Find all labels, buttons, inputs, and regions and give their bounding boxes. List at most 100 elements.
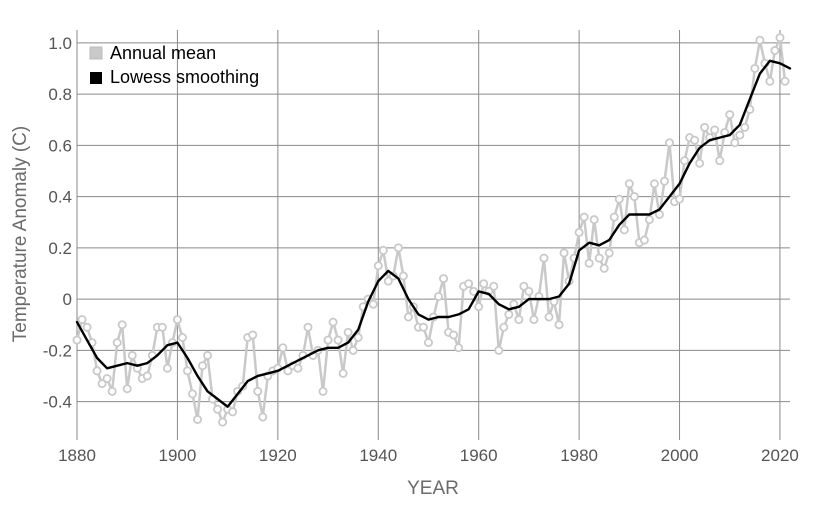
annual-mean-point xyxy=(418,322,428,332)
annual-mean-point xyxy=(112,338,122,348)
annual-mean-point xyxy=(218,417,228,427)
annual-mean-point xyxy=(72,335,82,345)
legend: Annual mean Lowess smoothing xyxy=(89,43,259,87)
annual-mean-point xyxy=(519,281,529,291)
annual-mean-point xyxy=(474,302,484,312)
annual-mean-point xyxy=(750,63,760,73)
annual-mean-point xyxy=(293,363,303,373)
x-tick-label: 1940 xyxy=(359,446,397,465)
annual-mean-point xyxy=(213,404,223,414)
x-tick-label: 1900 xyxy=(159,446,197,465)
annual-mean-point xyxy=(710,125,720,135)
annual-mean-point xyxy=(614,194,624,204)
annual-mean-point xyxy=(675,194,685,204)
annual-mean-point xyxy=(695,158,705,168)
annual-mean-point xyxy=(258,412,268,422)
y-tick-label: 0.4 xyxy=(48,188,72,207)
lowess-line xyxy=(75,59,792,408)
annual-mean-point xyxy=(283,366,293,376)
annual-mean-point xyxy=(203,350,213,360)
annual-mean-point xyxy=(403,312,413,322)
annual-mean-point xyxy=(715,156,725,166)
annual-mean-point xyxy=(348,345,358,355)
annual-mean-point xyxy=(654,209,664,219)
annual-mean-point xyxy=(398,271,408,281)
annual-mean-line xyxy=(75,36,787,424)
annual-mean-point xyxy=(127,350,137,360)
annual-mean-point xyxy=(77,315,87,325)
annual-mean-point xyxy=(574,227,584,237)
annual-mean-point xyxy=(117,320,127,330)
legend-swatch-annual-mean xyxy=(89,46,103,60)
annual-mean-point xyxy=(157,322,167,332)
annual-mean-point xyxy=(187,389,197,399)
annual-mean-point xyxy=(514,315,524,325)
annual-mean-point xyxy=(599,263,609,273)
annual-mean-point xyxy=(554,320,564,330)
y-tick-label: -0.4 xyxy=(43,393,72,412)
annual-mean-point xyxy=(107,386,117,396)
annual-mean-point xyxy=(619,225,629,235)
annual-mean-point xyxy=(559,248,569,258)
annual-mean-point xyxy=(740,122,750,132)
annual-mean-point xyxy=(604,248,614,258)
annual-mean-point xyxy=(765,76,775,86)
annual-mean-point xyxy=(303,322,313,332)
annual-mean-point xyxy=(730,138,740,148)
annual-mean-point xyxy=(318,386,328,396)
x-tick-labels: 1880 1900 1920 1940 1960 1980 2000 2020 xyxy=(58,446,799,465)
x-tick-label: 1880 xyxy=(58,446,96,465)
annual-mean-point xyxy=(469,286,479,296)
annual-mean-point xyxy=(629,192,639,202)
annual-mean-point xyxy=(464,279,474,289)
annual-mean-point xyxy=(343,327,353,337)
annual-mean-point xyxy=(122,384,132,394)
annual-mean-point xyxy=(579,212,589,222)
annual-mean-point xyxy=(609,212,619,222)
annual-mean-point xyxy=(423,338,433,348)
y-tick-label: -0.2 xyxy=(43,341,72,360)
annual-mean-point xyxy=(589,215,599,225)
annual-mean-point xyxy=(383,276,393,286)
annual-mean-point xyxy=(644,215,654,225)
annual-mean-point xyxy=(529,315,539,325)
annual-mean-point xyxy=(584,258,594,268)
annual-mean-point xyxy=(92,366,102,376)
annual-mean-point xyxy=(193,414,203,424)
annual-mean-point xyxy=(82,322,92,332)
annual-mean-point xyxy=(479,279,489,289)
annual-mean-point xyxy=(177,332,187,342)
annual-mean-point xyxy=(775,33,785,43)
annual-mean-point xyxy=(755,35,765,45)
annual-mean-point xyxy=(248,330,258,340)
annual-mean-point xyxy=(489,281,499,291)
annual-mean-point xyxy=(373,261,383,271)
y-tick-labels: 1.0 0.8 0.6 0.4 0.2 0 -0.2 -0.4 xyxy=(43,34,72,412)
annual-mean-point xyxy=(539,253,549,263)
x-tick-label: 1980 xyxy=(560,446,598,465)
annual-mean-point xyxy=(338,368,348,378)
annual-mean-point xyxy=(434,291,444,301)
y-tick-label: 0.2 xyxy=(48,239,72,258)
annual-mean-point xyxy=(323,335,333,345)
annual-mean-point xyxy=(664,138,674,148)
annual-mean-point xyxy=(439,274,449,284)
annual-mean-point xyxy=(228,407,238,417)
annual-mean-point xyxy=(544,312,554,322)
annual-mean-point xyxy=(162,363,172,373)
annual-mean-point xyxy=(454,343,464,353)
annual-mean-point xyxy=(639,235,649,245)
annual-mean-point xyxy=(142,371,152,381)
annual-mean-point xyxy=(725,110,735,120)
annual-mean-point xyxy=(524,286,534,296)
annual-mean-point xyxy=(680,156,690,166)
annual-mean-point xyxy=(393,243,403,253)
legend-swatch-lowess xyxy=(90,72,102,84)
annual-mean-point xyxy=(328,317,338,327)
annual-mean-point xyxy=(504,309,514,319)
annual-mean-point xyxy=(353,332,363,342)
lowess-series xyxy=(75,59,792,408)
annual-mean-point xyxy=(494,345,504,355)
annual-mean-point xyxy=(770,46,780,56)
